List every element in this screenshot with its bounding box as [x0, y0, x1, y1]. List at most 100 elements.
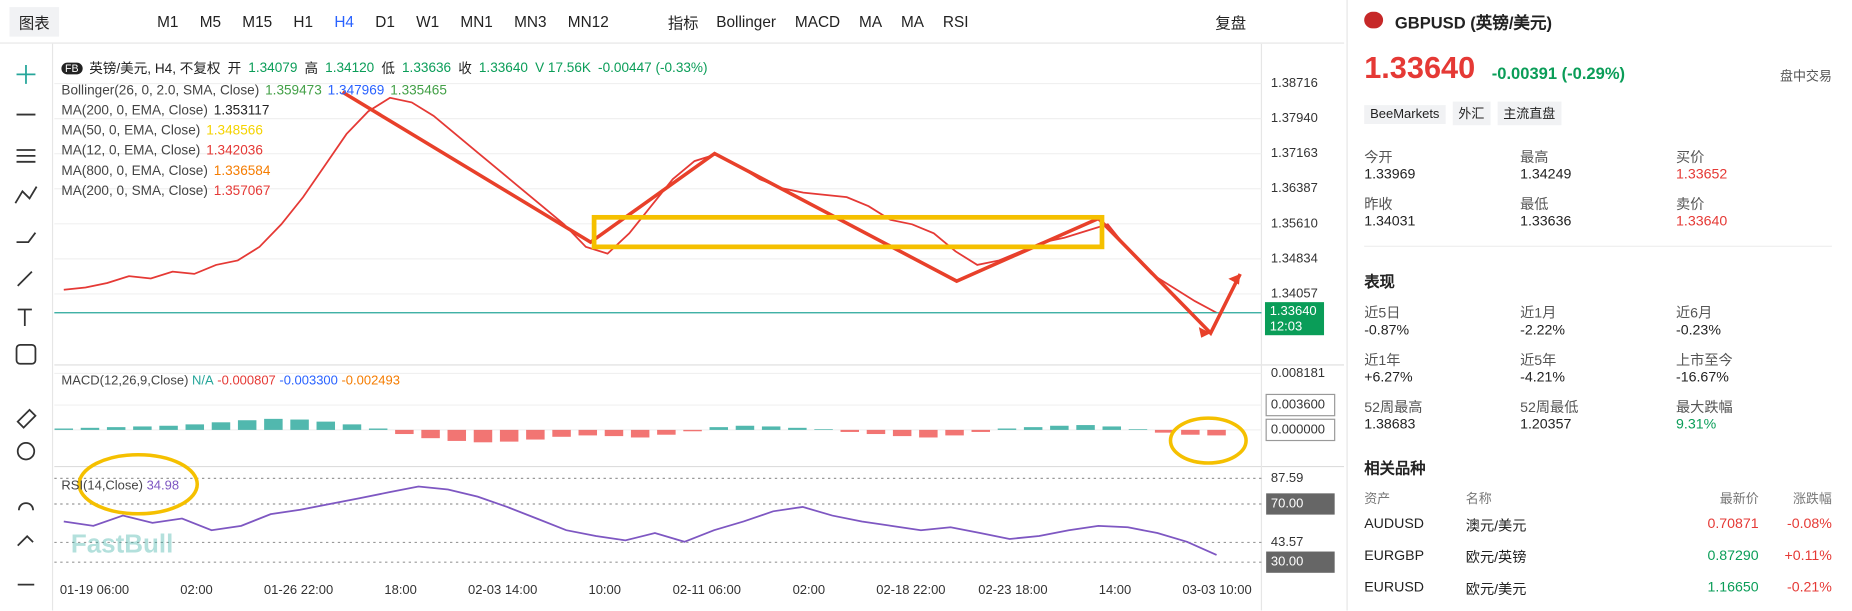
price: 1.33640	[1364, 49, 1476, 86]
perf-value: 1.38683	[1364, 415, 1416, 433]
symbol-panel: GBPUSD (英镑/美元) 1.33640 -0.00391 (-0.29%) 盘中…	[1346, 0, 1852, 611]
perf-value: 1.20357	[1520, 415, 1572, 433]
histogram-bar	[133, 426, 152, 430]
symbol-badge: FB	[61, 62, 83, 75]
macd-title: MACD(12,26,9,Close) N/A -0.000807 -0.003…	[61, 373, 400, 388]
histogram-bar	[1076, 425, 1095, 430]
tool-icons	[14, 64, 38, 586]
histogram-bar	[761, 426, 781, 430]
histogram-bar	[368, 428, 388, 430]
histogram-bar	[211, 422, 231, 430]
histogram-bar	[683, 429, 702, 432]
timeframe[interactable]: MN12	[567, 12, 609, 31]
indicators-button[interactable]: 指标	[667, 13, 699, 32]
perf-value: 9.31%	[1676, 415, 1717, 433]
table-change: -0.08%	[1786, 514, 1832, 532]
chart-menu[interactable]: 图表	[9, 6, 60, 37]
perf-label: 最大跌幅	[1676, 399, 1733, 416]
rsi-title: RSI(14,Close) 34.98	[61, 478, 179, 493]
table-price: 0.87290	[1707, 546, 1759, 564]
symbol: GBPUSD (英镑/美元)	[1394, 12, 1552, 32]
timeframe[interactable]: MN3	[514, 12, 547, 31]
table-code[interactable]: AUDUSD	[1364, 514, 1425, 532]
tag: 外汇	[1452, 101, 1491, 126]
quote-value: 1.34031	[1364, 212, 1416, 230]
histogram-bar	[552, 429, 571, 437]
histogram-bar	[54, 428, 74, 430]
indicator-value: 1.342036	[206, 144, 263, 159]
drawing-circle	[77, 452, 200, 516]
quote-value: 1.33969	[1364, 165, 1416, 182]
timeframe[interactable]: D1	[375, 12, 395, 31]
histogram-bar	[1128, 429, 1148, 430]
legend: FB 英镑/美元, H4, 不复权开 1.34079 高 1.34120 低 1.33636…	[61, 59, 708, 198]
chart: 1.38716 1.37940 1.37163 1.36387 1.35610 1.348…	[54, 43, 1345, 611]
y-tick-label: 70.00	[1271, 495, 1304, 510]
perf-value: -0.87%	[1364, 321, 1410, 338]
histogram-bar	[657, 429, 676, 435]
timeframe[interactable]: H4	[334, 12, 354, 31]
histogram-bar	[1102, 426, 1122, 430]
table-header: 最新价	[1719, 492, 1759, 507]
indicator-name: MA(12, 0, EMA, Close)	[61, 144, 201, 159]
indicator-button[interactable]: RSI	[942, 12, 969, 31]
histogram-bar	[1154, 429, 1174, 433]
x-tick-label: 01-19 06:00	[60, 582, 129, 597]
timeframe[interactable]: M1	[157, 12, 179, 31]
countdown: 12:03	[1270, 318, 1302, 333]
ohlc-value: 1.34079	[248, 61, 298, 76]
indicator-value: 1.359473	[265, 83, 322, 99]
indicator-button[interactable]: Bollinger	[716, 12, 777, 31]
timeframe[interactable]: W1	[416, 12, 440, 31]
timeframe[interactable]: H1	[293, 12, 314, 31]
x-tick-label: 02-18 22:00	[876, 582, 945, 597]
perf-label: 近1年	[1364, 351, 1401, 369]
timeframe[interactable]: M5	[199, 12, 222, 31]
histogram-bar	[578, 429, 598, 436]
timeframe[interactable]: M15	[242, 12, 273, 31]
timeframe[interactable]: MN1	[460, 12, 493, 31]
change: -0.00391 (-0.29%)	[1491, 63, 1626, 83]
table-code[interactable]: EURUSD	[1364, 578, 1425, 596]
table-code[interactable]: EURGBP	[1364, 546, 1425, 564]
indicator-value: 1.348566	[206, 124, 263, 139]
indicator-button[interactable]: MA	[900, 12, 924, 31]
histogram-bar	[604, 429, 624, 437]
y-tick-label: 1.35610	[1271, 215, 1318, 230]
perf-value: -16.67%	[1676, 368, 1729, 386]
histogram-bar	[630, 429, 650, 438]
histogram-bar	[709, 427, 729, 430]
timeframes: M1 M5 M15 H1 H4 D1 W1 MN1 MN3 MN12	[146, 12, 619, 30]
ohlc-label: 低	[381, 62, 395, 77]
last-price: 1.33640	[1270, 303, 1317, 318]
histogram-bar	[735, 425, 755, 430]
quote-label: 卖价	[1676, 196, 1705, 213]
indicator-row: Bollinger(26, 0, 2.0, SMA, Close) 1.35947…	[61, 84, 707, 98]
histogram-bar	[1207, 429, 1226, 436]
perf-label: 近5年	[1520, 351, 1557, 369]
tag: 主流直盘	[1497, 101, 1562, 126]
perf-value: +6.27%	[1364, 368, 1413, 386]
price-line	[63, 485, 1217, 556]
y-tick-label: 1.38716	[1271, 75, 1318, 90]
x-tick-label: 02-03 14:00	[468, 582, 537, 597]
histogram-bar	[342, 424, 362, 430]
perf-value: -0.23%	[1676, 321, 1721, 338]
indicator-button[interactable]: MA	[859, 12, 883, 31]
toolbar: 图表 M1 M5 M15 H1 H4 D1 W1 MN1 MN3 MN12 指标 Bollinge…	[0, 0, 1345, 44]
perf-label: 52周最高	[1364, 399, 1423, 416]
tag: BeeMarkets	[1364, 105, 1446, 125]
x-tick-label: 14:00	[1099, 582, 1132, 597]
tick-box	[1266, 493, 1335, 515]
histogram-bar	[185, 424, 205, 430]
replay-button[interactable]: 复盘	[1215, 13, 1247, 32]
x-tick-label: 02:00	[180, 582, 213, 597]
perf-label: 近5日	[1364, 304, 1401, 322]
indicator-button[interactable]: MACD	[794, 12, 841, 31]
indicator-value: 1.335465	[390, 83, 447, 99]
histogram-bar	[316, 421, 336, 430]
quote-label: 今开	[1364, 148, 1393, 166]
quote-value: 1.34249	[1520, 165, 1572, 182]
y-tick-label: 1.34834	[1271, 250, 1318, 265]
